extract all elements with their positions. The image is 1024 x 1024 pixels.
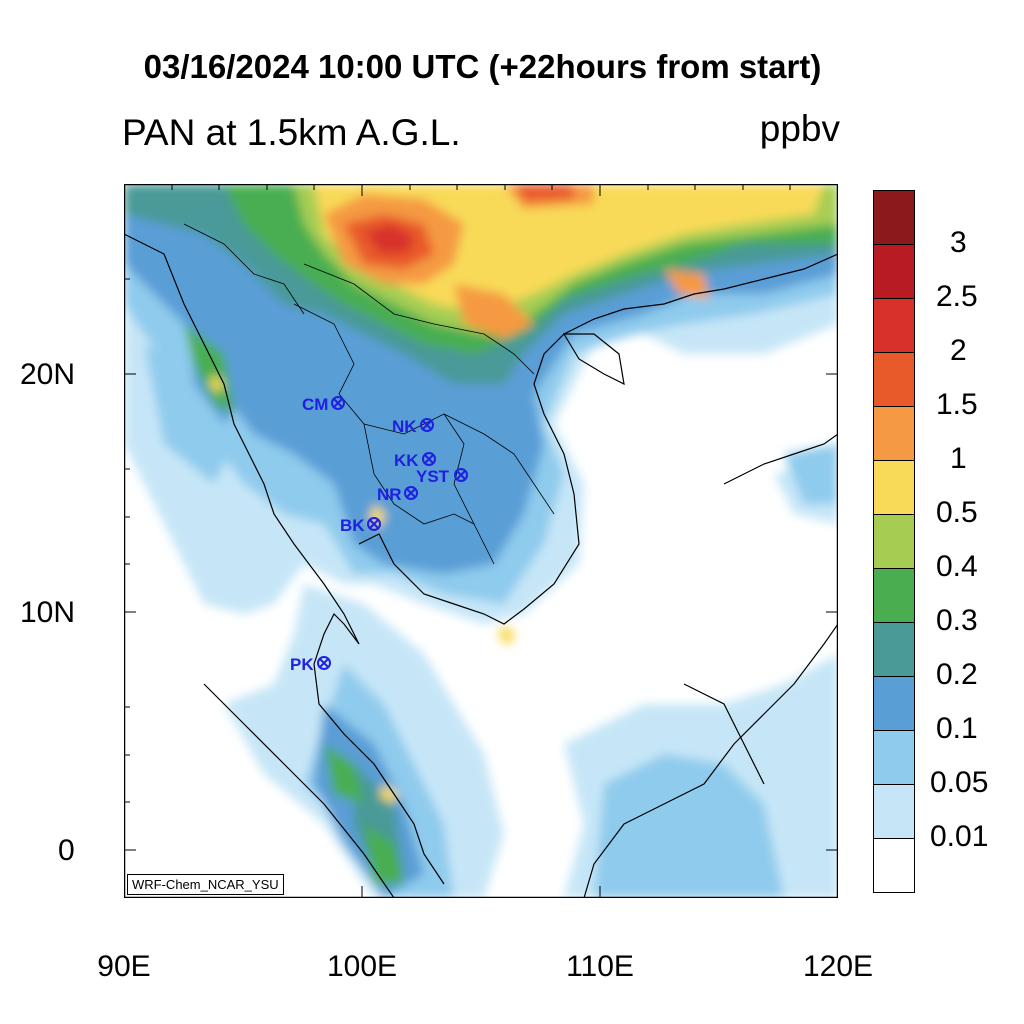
colorbar-label: 0.01 — [930, 820, 989, 853]
station-label: NK — [392, 417, 417, 436]
station-nr: NR — [377, 485, 418, 504]
colorbar-swatch — [873, 514, 915, 569]
model-credit: WRF-Chem_NCAR_YSU — [127, 874, 284, 895]
station-yst: YST — [416, 467, 468, 486]
station-label: BK — [340, 516, 365, 535]
station-markers: CM NK KK YST NR BK P — [290, 395, 468, 674]
station-label: YST — [416, 467, 450, 486]
station-kk: KK — [394, 451, 436, 470]
map-panel: CM NK KK YST NR BK P — [124, 184, 838, 898]
colorbar-label: 2 — [950, 334, 967, 367]
colorbar-label: 0.3 — [936, 604, 978, 637]
country-borders — [183, 223, 555, 565]
colorbar-label: 2.5 — [936, 280, 978, 313]
colorbar-label: 0.2 — [936, 658, 978, 691]
lat-label-0: 0 — [58, 834, 75, 867]
station-bk: BK — [340, 516, 381, 535]
lon-label-100e: 100E — [326, 950, 398, 983]
colorbar-swatch — [873, 190, 915, 245]
units-label: ppbv — [759, 108, 840, 149]
station-label: NR — [377, 485, 402, 504]
colorbar-label: 0.4 — [936, 550, 978, 583]
station-label: KK — [394, 451, 419, 470]
colorbar-label: 0.05 — [930, 766, 989, 799]
map-title: 03/16/2024 10:00 UTC (+22hours from star… — [143, 48, 822, 85]
lat-label-10n: 10N — [20, 596, 76, 629]
lon-label-90e: 90E — [97, 950, 151, 983]
colorbar-swatch — [873, 298, 915, 353]
colorbar-label: 3 — [950, 226, 967, 259]
colorbar-swatch — [873, 244, 915, 299]
colorbar-label: 1 — [950, 442, 967, 475]
station-nk: NK — [392, 417, 434, 436]
colorbar-swatch — [873, 676, 915, 731]
colorbar-swatch — [873, 352, 915, 407]
lat-label-20n: 20N — [20, 358, 76, 391]
colorbar-label: 0.5 — [936, 496, 978, 529]
coastline — [124, 233, 838, 898]
colorbar-label: 0.1 — [936, 712, 978, 745]
pan-field — [124, 184, 838, 898]
variable-label: PAN at 1.5km A.G.L. — [122, 112, 461, 153]
lon-label-110e: 110E — [566, 950, 634, 983]
colorbar-swatch — [873, 460, 915, 515]
colorbar-swatch — [873, 730, 915, 785]
colorbar-swatch — [873, 838, 915, 893]
station-label: CM — [302, 395, 328, 414]
colorbar-swatch — [873, 406, 915, 461]
station-cm: CM — [302, 395, 345, 414]
station-pk: PK — [290, 655, 331, 674]
station-label: PK — [290, 655, 314, 674]
colorbar-swatch — [873, 784, 915, 839]
colorbar-swatch — [873, 568, 915, 623]
colorbar-label: 1.5 — [936, 388, 978, 421]
colorbar-swatch — [873, 622, 915, 677]
lon-label-120e: 120E — [802, 950, 874, 983]
map-frame — [124, 184, 838, 898]
